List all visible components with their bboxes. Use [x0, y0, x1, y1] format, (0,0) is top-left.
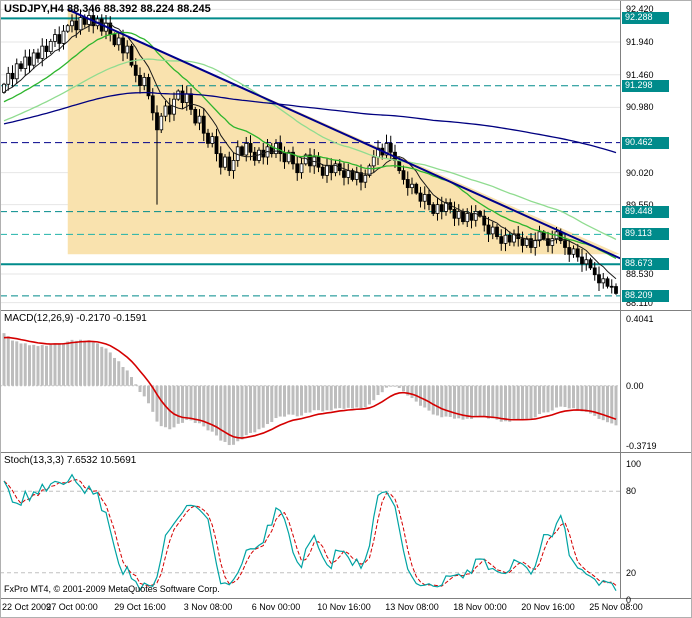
price-tick-label: 88.110	[626, 297, 653, 308]
price-tick-label: 90.020	[626, 167, 654, 178]
price-tick-label: 91.940	[626, 37, 654, 48]
time-tick-label: 22 Oct 2009	[2, 602, 52, 612]
price-tick-label: 92.420	[626, 4, 654, 15]
stoch-tick-label: 0	[626, 595, 632, 605]
price-tick-label: 91.460	[626, 69, 654, 80]
time-tick-label: 25 Nov 08:00	[589, 602, 643, 612]
price-level-badge: 90.462	[622, 136, 669, 149]
price-level-badge: 88.209	[622, 289, 669, 302]
price-level-badge: 91.298	[622, 79, 669, 92]
price-tick-label: 88.530	[626, 269, 654, 280]
ma-line-45	[3, 58, 617, 241]
time-tick-label: 3 Nov 08:00	[183, 602, 233, 612]
time-tick-label: 29 Oct 16:00	[114, 602, 166, 612]
price-level-badge: 88.673	[622, 258, 669, 271]
macd-histogram	[2, 333, 618, 446]
macd-zero-label: 0.00	[626, 380, 644, 391]
time-tick-label: 20 Nov 16:00	[521, 602, 575, 612]
time-tick-label: 27 Oct 00:00	[46, 602, 98, 612]
price-level-badge: 89.448	[622, 205, 669, 218]
price-level-badge: 92.288	[622, 12, 669, 25]
time-tick-label: 10 Nov 16:00	[317, 602, 371, 612]
chart-symbol-header: USDJPY,H4 88.346 88.392 88.224 88.245	[4, 3, 211, 15]
price-tick-label: 89.550	[626, 200, 654, 210]
stoch-d-line	[3, 479, 617, 587]
ma-line-150	[3, 91, 617, 154]
copyright-footer: FxPro MT4, © 2001-2009 MetaQuotes Softwa…	[4, 584, 220, 594]
time-tick-label: 13 Nov 08:00	[385, 602, 439, 612]
macd-min-label: -0.3719	[626, 441, 657, 451]
stoch-tick-label: 20	[626, 567, 637, 578]
time-axis: 22 Oct 2009 27 Oct 00:00 29 Oct 16:00 3 Nov…	[0, 601, 692, 617]
stoch-tick-label: 80	[626, 486, 637, 497]
macd-signal-line	[3, 336, 617, 439]
price-tick-label: 90.980	[626, 102, 654, 113]
ma-line-20	[3, 31, 617, 260]
price-level-lines	[0, 17, 620, 297]
stoch-tick-label: 100	[626, 459, 642, 469]
time-tick-label: 18 Nov 00:00	[453, 602, 507, 612]
ma-line-8	[3, 21, 617, 280]
time-tick-label: 6 Nov 00:00	[251, 602, 301, 612]
macd-header: MACD(12,26,9) -0.2170 -0.1591	[4, 313, 147, 324]
descending-trendline[interactable]	[67, 8, 621, 260]
stoch-k-line	[3, 473, 617, 592]
price-level-badge: 89.113	[622, 228, 669, 241]
stoch-header: Stoch(13,3,3) 7.6532 10.5691	[4, 455, 137, 466]
macd-max-label: 0.4041	[626, 314, 654, 324]
